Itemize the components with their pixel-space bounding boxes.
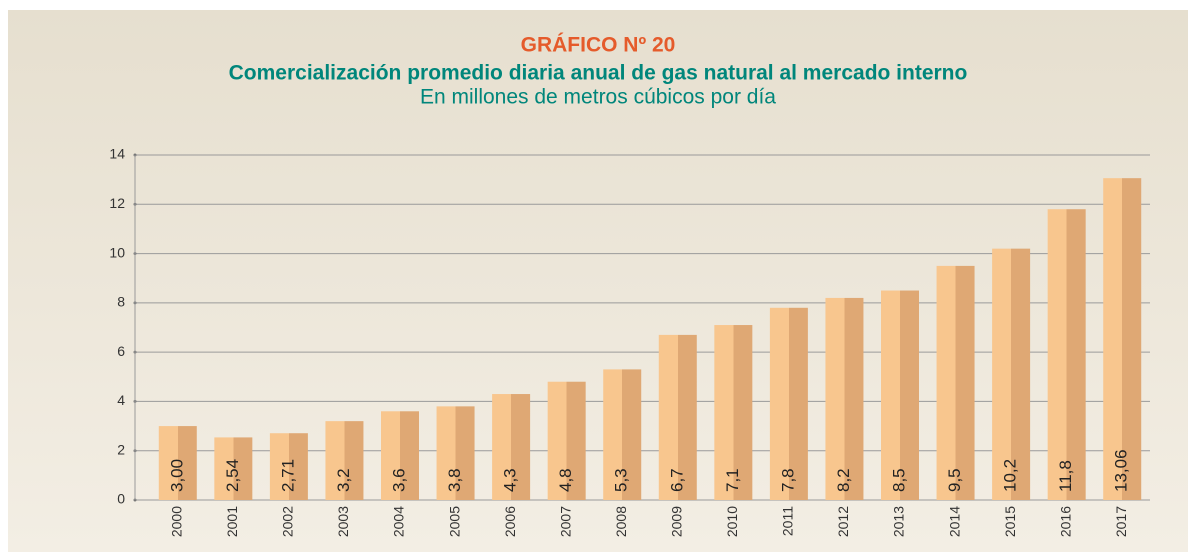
bar <box>436 406 475 500</box>
y-tick-label: 10 <box>109 244 125 260</box>
value-label: 6,7 <box>667 468 686 492</box>
x-tick-label: 2014 <box>946 506 962 537</box>
y-tick-label: 4 <box>117 392 125 408</box>
x-tick-label: 2016 <box>1057 506 1073 537</box>
y-tick-label: 2 <box>117 441 125 457</box>
y-tick-label: 14 <box>109 146 125 162</box>
value-label: 7,8 <box>778 468 797 492</box>
x-tick-label: 2009 <box>668 506 684 537</box>
x-tick-label: 2008 <box>613 506 629 537</box>
x-tick-label: 2006 <box>502 506 518 537</box>
bar <box>492 394 531 500</box>
y-tick-label: 0 <box>117 491 125 507</box>
value-label: 9,5 <box>945 468 964 492</box>
y-tick-label: 6 <box>117 343 125 359</box>
value-label: 8,5 <box>889 468 908 492</box>
bar <box>769 307 808 500</box>
bar <box>1047 209 1086 500</box>
y-tick-label: 12 <box>109 195 125 211</box>
x-tick-label: 2017 <box>1113 506 1129 537</box>
x-tick-label: 2004 <box>391 506 407 537</box>
bar <box>714 325 753 500</box>
x-tick-label: 2007 <box>557 506 573 537</box>
x-tick-label: 2013 <box>891 506 907 537</box>
axis-title: En millones de metros cúbicos por día <box>420 86 776 109</box>
value-label: 4,8 <box>556 468 575 492</box>
y-tick-label: 8 <box>117 294 125 310</box>
x-tick-label: 2015 <box>1002 506 1018 537</box>
bar <box>269 433 308 500</box>
x-tick-label: 2003 <box>335 506 351 537</box>
x-tick-label: 2002 <box>280 506 296 537</box>
value-label: 7,1 <box>723 468 742 492</box>
value-label: 2,54 <box>223 459 242 492</box>
x-tick-label: 2005 <box>446 506 462 537</box>
value-label: 13,06 <box>1112 449 1131 492</box>
bar <box>603 369 642 500</box>
value-label: 8,2 <box>834 468 853 492</box>
bar <box>547 381 586 500</box>
panel <box>8 10 1188 552</box>
x-tick-label: 2011 <box>780 506 796 536</box>
bar <box>1103 178 1142 500</box>
value-label: 4,3 <box>501 468 520 492</box>
value-label: 11,8 <box>1056 460 1075 492</box>
bar <box>325 421 364 500</box>
value-label: 3,8 <box>445 468 464 492</box>
bar <box>825 297 864 500</box>
value-label: 3,2 <box>334 468 353 492</box>
x-tick-label: 2012 <box>835 506 851 537</box>
bar <box>881 290 919 500</box>
value-label: 2,71 <box>278 459 297 492</box>
value-label: 10,2 <box>1001 459 1020 492</box>
bar <box>936 265 975 500</box>
bar <box>658 334 697 500</box>
value-label: 5,3 <box>612 468 631 492</box>
x-tick-label: 2010 <box>724 506 740 537</box>
value-label: 3,00 <box>167 459 186 492</box>
bar <box>381 411 419 500</box>
chart-subtitle: Comercialización promedio diaria anual d… <box>229 62 968 85</box>
chart-title: GRÁFICO Nº 20 <box>521 34 676 57</box>
x-tick-label: 2001 <box>224 506 240 537</box>
x-tick-label: 2000 <box>168 506 184 537</box>
bar <box>992 248 1031 500</box>
bar <box>158 426 197 500</box>
bar <box>214 437 253 500</box>
value-label: 3,6 <box>389 468 408 492</box>
